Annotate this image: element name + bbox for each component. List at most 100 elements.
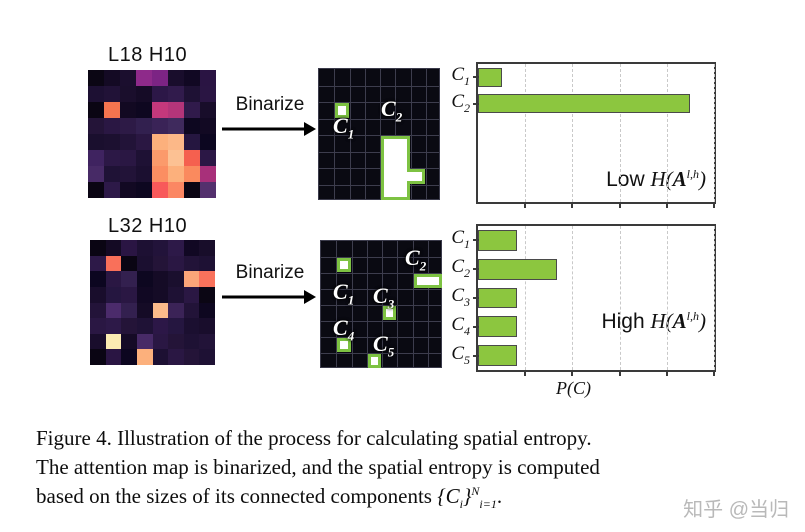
heatmap-cell	[183, 333, 200, 350]
heatmap-cell	[90, 286, 106, 303]
heatmap-cell	[105, 286, 122, 303]
y-axis-category-label: C1	[436, 64, 470, 89]
heatmap-cell	[105, 240, 122, 256]
chart-bar	[478, 67, 502, 87]
heatmap-cell	[200, 182, 216, 198]
heatmap-cell	[120, 150, 136, 166]
heatmap-cell	[199, 333, 215, 350]
heatmap-cell	[200, 70, 216, 86]
heatmap-cell	[184, 102, 200, 118]
category-label-index: 2	[464, 265, 470, 280]
grid-line	[336, 241, 338, 367]
grid-line	[364, 69, 366, 199]
chart-gridline	[525, 64, 527, 202]
heatmap-cell	[90, 240, 106, 256]
component-label: C4	[333, 315, 354, 344]
caption-line-2: The attention map is binarized, and the …	[36, 454, 600, 479]
heatmap-cell	[104, 150, 120, 166]
entropy-h-symbol: H	[650, 167, 666, 191]
grid-line	[427, 241, 429, 367]
grid-line	[397, 241, 399, 367]
heatmap-cell	[90, 349, 106, 365]
y-axis-tick	[473, 297, 479, 299]
chart-gridline	[525, 226, 527, 370]
chart-bar	[478, 94, 691, 114]
watermark: 知乎 @当归	[683, 499, 789, 521]
grid-line	[351, 241, 353, 367]
caption-line-3-text: based on the sizes of its connected comp…	[36, 483, 438, 508]
heatmap-cell	[184, 70, 200, 86]
heatmap-cell	[120, 86, 136, 102]
heatmap-cell	[200, 134, 216, 150]
heatmap-cell	[184, 182, 200, 198]
heatmap-cell	[136, 102, 152, 118]
heatmap-cell	[184, 86, 200, 102]
y-axis-category-label: C5	[436, 343, 470, 368]
binarized-map-l18-h10: C1 C2	[318, 68, 440, 200]
component-label: C2	[405, 245, 426, 274]
heatmap-cell	[199, 286, 215, 303]
component-label: C1	[333, 279, 354, 308]
heatmap-cell	[88, 166, 104, 182]
heatmap-cell	[88, 182, 104, 198]
heatmap-cell	[200, 166, 216, 182]
heatmap-cell	[152, 150, 168, 166]
y-axis-tick	[473, 102, 479, 105]
chart-gridline	[572, 226, 574, 370]
x-axis-tick	[571, 202, 574, 208]
heatmap-cell	[168, 102, 184, 118]
heatmap-cell	[168, 150, 184, 166]
arrow-shaft	[222, 295, 306, 299]
heatmap-cell	[104, 70, 120, 86]
heatmap-cell	[152, 271, 169, 287]
grid-line	[319, 184, 439, 186]
component-seam-patch	[405, 172, 413, 181]
component-label: C2	[381, 96, 402, 125]
connected-component	[335, 103, 349, 118]
heatmap-cell	[168, 86, 184, 102]
heatmap-cell	[105, 349, 122, 365]
heatmap-cell	[120, 182, 136, 198]
heatmap-cell	[88, 134, 104, 150]
heatmap-cell	[121, 271, 137, 287]
connected-component	[383, 306, 397, 320]
heatmap-cell	[88, 118, 104, 134]
grid-line	[380, 69, 381, 199]
component-label: C1	[333, 113, 354, 142]
heatmap-cell	[152, 182, 168, 198]
x-axis-tick	[618, 202, 621, 208]
heatmap-cell	[183, 271, 200, 287]
heatmap-cell	[104, 102, 120, 118]
heatmap-cell	[136, 182, 152, 198]
category-label-base: C	[451, 64, 464, 86]
category-label-base: C	[451, 227, 464, 249]
heatmap-cell	[120, 102, 136, 118]
attention-a-symbol: A	[672, 167, 687, 191]
heatmap-cell	[152, 318, 169, 334]
xlabel-paren-open: (	[567, 378, 573, 398]
heatmap-cell	[105, 271, 122, 287]
heatmap-cell	[168, 134, 184, 150]
heatmap-cell	[136, 86, 152, 102]
heatmap-cell	[104, 134, 120, 150]
caption-brace-close: }	[463, 483, 472, 508]
heatmap-cell	[105, 333, 122, 350]
heatmap-cell	[136, 271, 153, 287]
chart-bar	[478, 316, 518, 338]
attention-map-l32-h10	[90, 240, 215, 365]
binarize-arrow-row1: Binarize	[222, 94, 318, 140]
heatmap-cell	[183, 286, 200, 303]
grid-line	[319, 135, 439, 136]
heatmap-cell	[136, 302, 153, 319]
heatmap-cell	[121, 302, 137, 319]
heatmap-cell	[152, 286, 169, 303]
y-axis-category-label: C2	[436, 91, 470, 116]
component-size-distribution-high-entropy: High H(Al,h) C1 C2 C3 C4 C5	[451, 224, 716, 376]
category-label-index: 1	[464, 237, 470, 252]
heatmap-cell	[183, 302, 200, 319]
category-label-base: C	[451, 313, 464, 335]
heatmap-cell	[168, 302, 184, 319]
heatmap-cell	[136, 134, 152, 150]
heatmap-cell	[120, 134, 136, 150]
heatmap-cell	[168, 118, 184, 134]
